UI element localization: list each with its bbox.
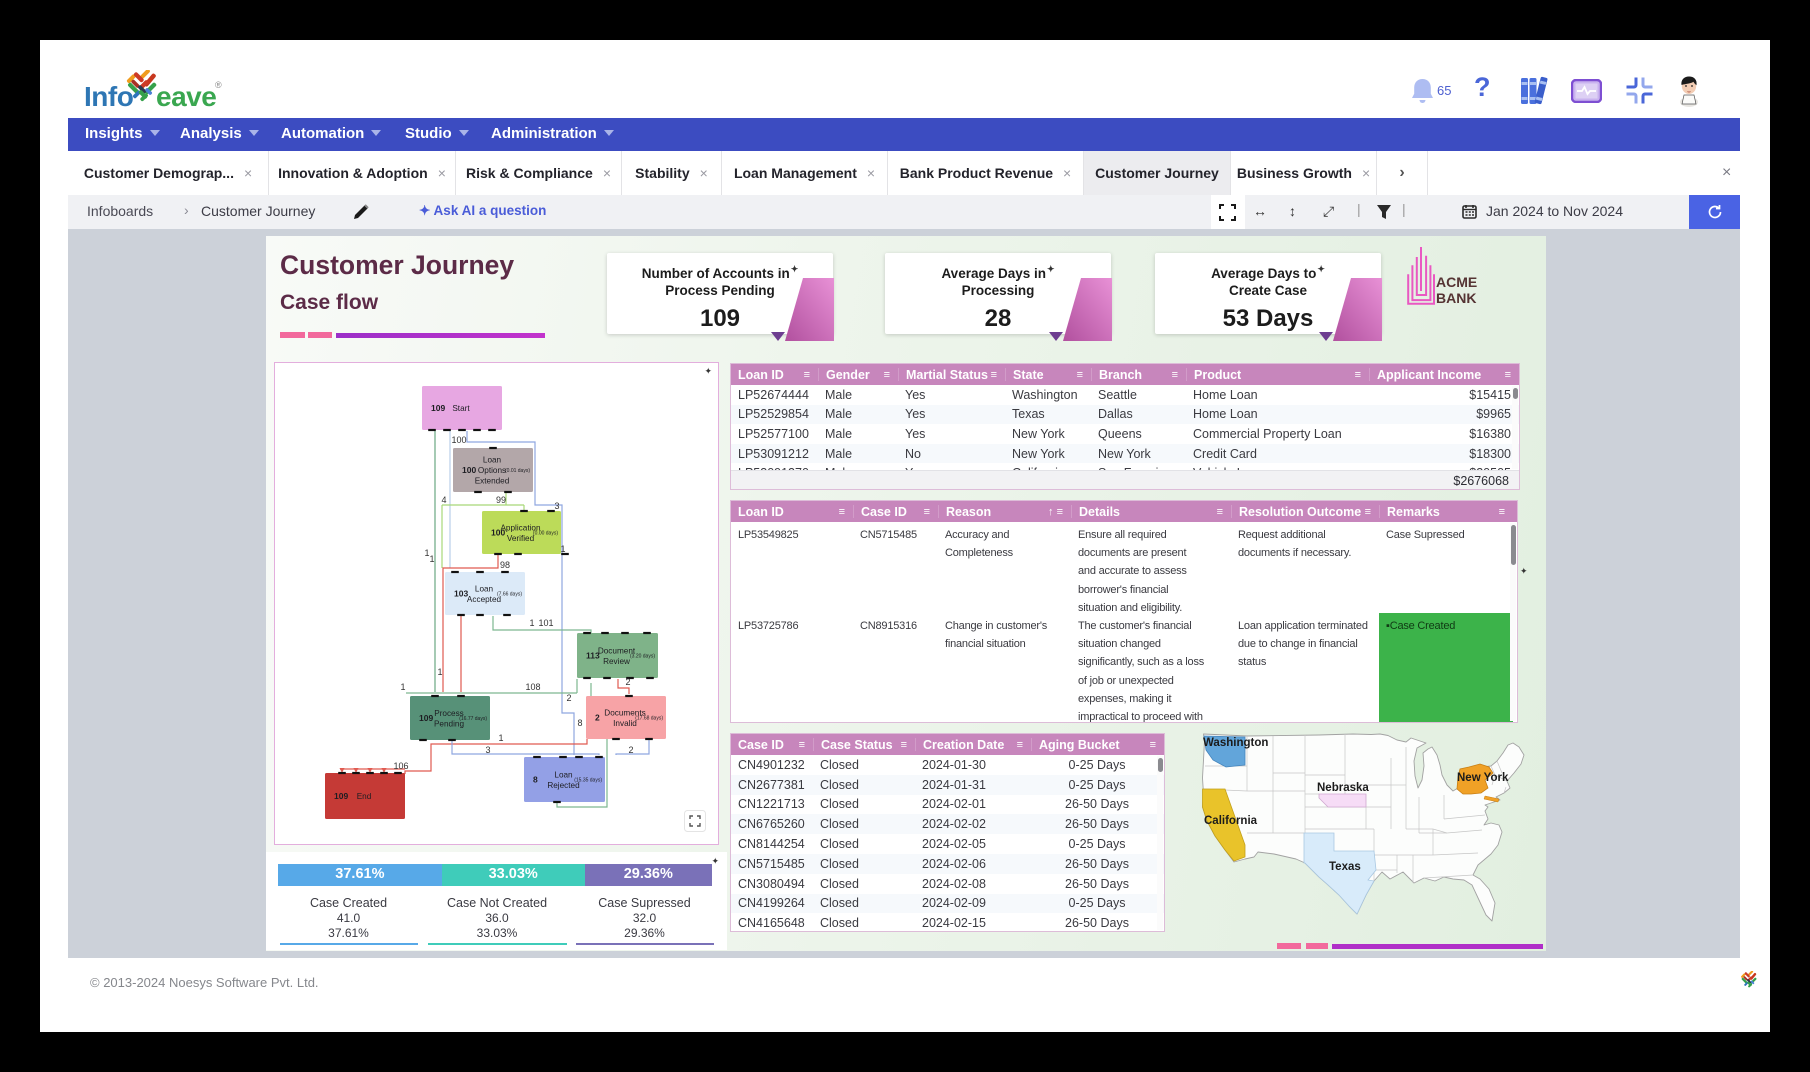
svg-text:108: 108 [525, 682, 540, 692]
svg-text:Rejected: Rejected [547, 781, 580, 790]
svg-text:(17.68 days): (17.68 days) [635, 716, 663, 722]
svg-text:100: 100 [451, 435, 466, 445]
svg-text:Application: Application [500, 523, 541, 532]
svg-text:1: 1 [529, 618, 534, 628]
svg-text:4: 4 [441, 495, 446, 505]
svg-text:1: 1 [424, 548, 429, 558]
svg-text:1: 1 [498, 733, 503, 743]
svg-text:Texas: Texas [1329, 861, 1361, 873]
svg-text:Washington: Washington [1203, 737, 1268, 749]
svg-text:109: 109 [419, 713, 433, 723]
svg-text:98: 98 [500, 560, 510, 570]
svg-text:1: 1 [429, 554, 434, 564]
svg-text:Loan: Loan [554, 770, 573, 779]
svg-text:ACME: ACME [1436, 274, 1477, 290]
svg-text:(7.66 days): (7.66 days) [497, 592, 522, 598]
svg-text:Options: Options [478, 466, 506, 475]
svg-text:Loan: Loan [483, 456, 502, 465]
svg-text:BANK: BANK [1436, 290, 1476, 306]
svg-text:Verified: Verified [507, 534, 535, 543]
svg-text:113: 113 [586, 651, 600, 661]
svg-text:Accepted: Accepted [467, 595, 502, 604]
svg-text:(3.20 days): (3.20 days) [630, 654, 655, 660]
svg-text:Review: Review [603, 657, 630, 666]
svg-text:1: 1 [560, 544, 565, 554]
svg-text:1: 1 [400, 682, 405, 692]
svg-text:3: 3 [485, 745, 490, 755]
svg-text:2: 2 [625, 677, 630, 687]
svg-text:103: 103 [454, 589, 468, 599]
svg-text:California: California [1204, 815, 1258, 827]
svg-text:Invalid: Invalid [613, 719, 637, 728]
svg-text:(16.77 days): (16.77 days) [459, 716, 487, 722]
svg-text:100: 100 [491, 528, 505, 538]
svg-text:106: 106 [393, 761, 408, 771]
svg-text:2: 2 [628, 745, 633, 755]
svg-text:Start: Start [452, 404, 470, 413]
svg-text:End: End [357, 792, 372, 801]
svg-text:(15.35 days): (15.35 days) [574, 778, 602, 784]
svg-text:8: 8 [577, 718, 582, 728]
svg-text:109: 109 [431, 403, 445, 413]
svg-text:8: 8 [533, 775, 538, 785]
svg-text:Pending: Pending [434, 719, 464, 728]
svg-text:New York: New York [1457, 772, 1509, 784]
svg-text:2: 2 [566, 693, 571, 703]
svg-text:(0.00 days): (0.00 days) [533, 531, 558, 537]
svg-text:Nebraska: Nebraska [1317, 782, 1369, 794]
svg-text:Loan: Loan [475, 584, 494, 593]
svg-text:99: 99 [496, 495, 506, 505]
svg-text:1: 1 [437, 667, 442, 677]
svg-text:(0.01 days): (0.01 days) [505, 468, 530, 474]
svg-text:Extended: Extended [475, 477, 510, 486]
svg-text:100: 100 [462, 465, 476, 475]
svg-text:Document: Document [598, 646, 636, 655]
svg-text:109: 109 [334, 791, 348, 801]
svg-text:Process: Process [434, 709, 464, 718]
svg-text:2: 2 [595, 713, 600, 723]
svg-text:Documents: Documents [604, 708, 645, 717]
svg-text:101: 101 [538, 618, 553, 628]
svg-text:3: 3 [554, 501, 559, 511]
